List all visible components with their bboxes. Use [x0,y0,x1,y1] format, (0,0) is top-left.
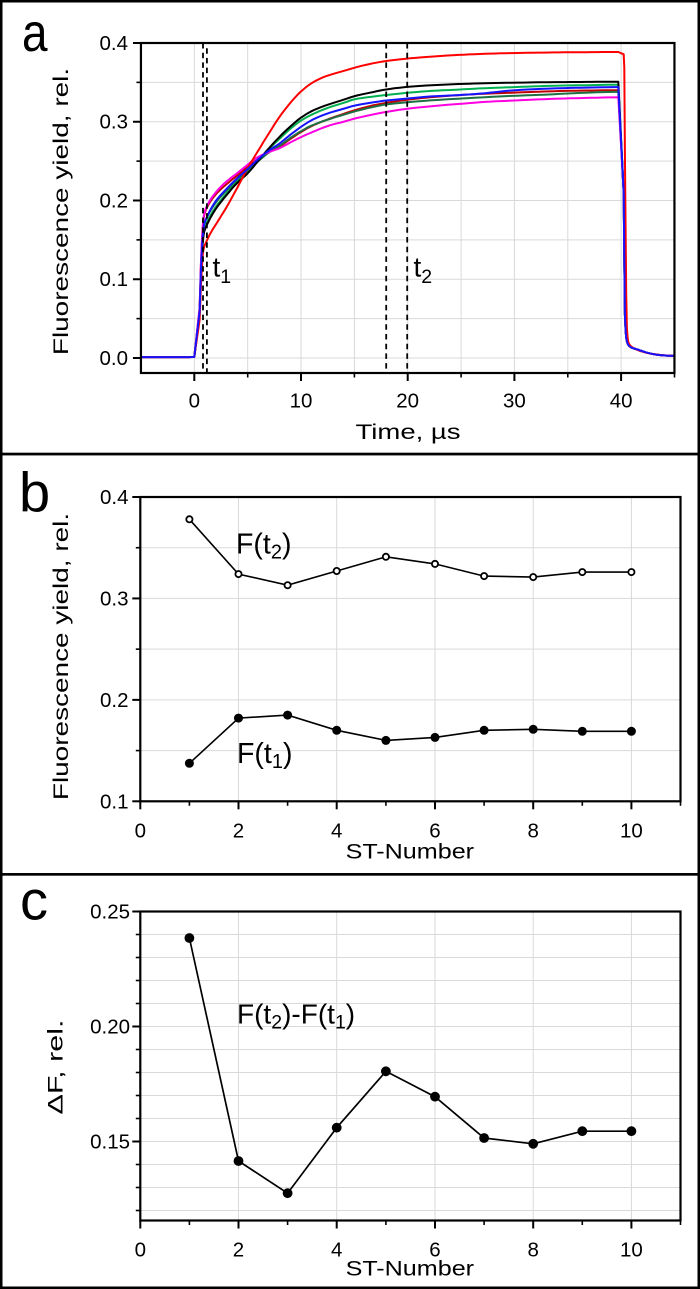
svg-text:0: 0 [189,390,200,413]
svg-text:8: 8 [527,1239,538,1262]
svg-text:2: 2 [233,820,244,843]
svg-text:10: 10 [620,820,643,843]
svg-text:20: 20 [396,390,419,413]
svg-text:4: 4 [331,1239,342,1262]
svg-text:b: b [19,461,50,524]
svg-text:Time, µs: Time, µs [355,421,460,445]
svg-text:0: 0 [135,1239,146,1262]
svg-text:0.3: 0.3 [100,111,129,134]
svg-text:F(t2)-F(t1): F(t2)-F(t1) [237,999,355,1034]
svg-text:0.25: 0.25 [90,901,130,924]
svg-text:c: c [20,869,48,932]
svg-text:0.1: 0.1 [100,790,129,813]
svg-text:0: 0 [135,820,146,843]
svg-text:8: 8 [527,820,538,843]
svg-text:0.2: 0.2 [100,190,129,213]
svg-text:F(t1): F(t1) [237,738,292,773]
svg-text:30: 30 [503,390,526,413]
svg-text:0.15: 0.15 [90,1131,130,1154]
svg-text:Fluorescence yield, rel.: Fluorescence yield, rel. [49,513,73,800]
svg-text:F(t2): F(t2) [236,529,291,564]
svg-text:a: a [22,3,48,63]
svg-text:Fluorescence yield, rel.: Fluorescence yield, rel. [49,68,73,355]
svg-text:0.2: 0.2 [100,689,129,712]
svg-text:0.0: 0.0 [100,347,129,370]
svg-text:6: 6 [429,820,440,843]
svg-text:0.20: 0.20 [90,1016,130,1039]
svg-text:10: 10 [290,390,313,413]
svg-text:0.3: 0.3 [100,587,129,610]
svg-text:0.4: 0.4 [100,32,129,55]
svg-text:40: 40 [610,390,633,413]
svg-text:ΔF, rel.: ΔF, rel. [43,1020,67,1115]
svg-text:ST-Number: ST-Number [346,1256,475,1280]
svg-text:0.1: 0.1 [100,268,129,291]
svg-text:ST-Number: ST-Number [346,839,475,863]
svg-text:6: 6 [429,1239,440,1262]
svg-text:2: 2 [233,1239,244,1262]
svg-text:10: 10 [620,1239,643,1262]
svg-text:0.4: 0.4 [100,486,129,509]
svg-text:4: 4 [331,820,342,843]
